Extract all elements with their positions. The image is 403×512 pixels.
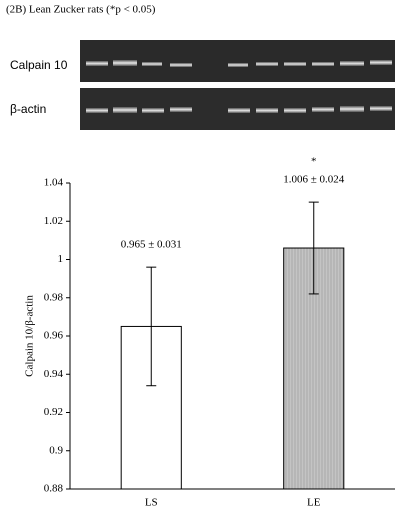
y-axis-label: Calpain 10/β-actin xyxy=(24,295,36,377)
y-tick-label: 0.96 xyxy=(44,330,64,342)
y-tick-label: 0.92 xyxy=(44,406,63,418)
gel-row-label: Calpain 10 xyxy=(10,58,68,72)
y-tick-label: 1 xyxy=(58,253,64,265)
gel-image xyxy=(80,40,395,130)
y-tick-label: 1.02 xyxy=(44,215,63,227)
x-tick-label: LE xyxy=(307,497,321,509)
y-tick-label: 0.98 xyxy=(44,291,64,303)
y-tick-label: 0.88 xyxy=(44,483,64,495)
figure-title: (2B) Lean Zucker rats (*p < 0.05) xyxy=(6,4,156,16)
value-label: 1.006 ± 0.024 xyxy=(283,174,345,186)
gel-row-label: β-actin xyxy=(10,102,46,116)
value-label: 0.965 ± 0.031 xyxy=(121,239,182,251)
y-tick-label: 1.04 xyxy=(44,177,64,189)
y-tick-label: 0.94 xyxy=(44,368,64,380)
annotation: * xyxy=(311,156,317,168)
x-tick-label: LS xyxy=(145,497,158,509)
y-tick-label: 0.9 xyxy=(49,444,63,456)
